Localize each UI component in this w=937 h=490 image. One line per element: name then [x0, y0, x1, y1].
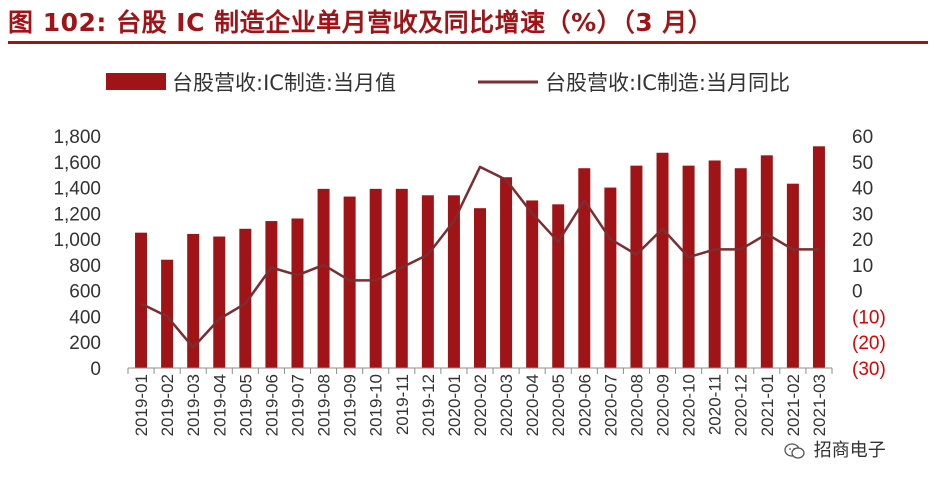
legend: 台股营收:IC制造:当月值 台股营收:IC制造:当月同比 [106, 71, 790, 95]
watermark: 招商电子 [784, 436, 886, 462]
y-left-tick-label: 1,800 [53, 127, 101, 148]
x-tick-label: 2020-06 [575, 374, 594, 436]
bar [421, 195, 434, 368]
bar [526, 200, 539, 368]
x-tick-label: 2020-12 [732, 374, 751, 436]
x-tick-label: 2019-12 [419, 374, 438, 436]
x-tick-label: 2019-05 [236, 374, 255, 436]
y-left-tick-label: 1,000 [53, 230, 101, 251]
x-tick-label: 2020-10 [680, 374, 699, 436]
bar [187, 233, 200, 368]
legend-bar-label: 台股营收:IC制造:当月值 [172, 71, 396, 95]
bar [734, 168, 747, 368]
y-right-tick-label: 50 [852, 153, 873, 174]
x-tick-label: 2021-01 [758, 374, 777, 436]
bar [786, 183, 799, 368]
bar [656, 152, 669, 368]
plot-area: 02004006008001,0001,2001,4001,6001,800(3… [53, 127, 885, 436]
x-tick-label: 2020-08 [627, 374, 646, 436]
y-left-tick-label: 1,200 [53, 204, 101, 225]
x-tick-label: 2020-09 [654, 374, 673, 436]
y-right-tick-label: (30) [852, 359, 886, 380]
y-left-tick-label: 1,600 [53, 153, 101, 174]
y-left-tick-label: 600 [69, 282, 101, 303]
x-tick-label: 2019-11 [393, 374, 412, 435]
y-right-tick-label: (10) [852, 307, 886, 328]
x-tick-label: 2019-04 [210, 374, 229, 436]
x-tick-label: 2019-01 [132, 374, 151, 436]
x-tick-label: 2019-10 [367, 374, 386, 436]
bar [395, 188, 408, 368]
x-tick-label: 2019-07 [288, 374, 307, 436]
wechat-icon [784, 443, 805, 459]
watermark-text: 招商电子 [813, 440, 886, 461]
bar [369, 188, 382, 368]
bar [317, 188, 330, 368]
bar [604, 187, 617, 368]
y-left-tick-label: 0 [90, 359, 101, 380]
x-tick-label: 2020-04 [523, 374, 542, 436]
bar [708, 160, 721, 368]
bar [682, 165, 695, 368]
x-tick-label: 2020-07 [601, 374, 620, 436]
x-tick-label: 2020-03 [497, 374, 516, 436]
x-tick-label: 2019-09 [341, 374, 360, 436]
y-right-tick-label: 10 [852, 256, 873, 277]
bar [500, 177, 513, 368]
bar [343, 196, 356, 368]
y-right-tick-label: 30 [852, 204, 873, 225]
x-tick-label: 2021-03 [810, 374, 829, 436]
x-tick-label: 2019-02 [158, 374, 177, 436]
chart-title: 图 102: 台股 IC 制造企业单月营收及同比增速（%）（3 月） [8, 8, 714, 37]
bar [630, 165, 643, 368]
y-left-tick-label: 1,400 [53, 179, 101, 200]
y-right-tick-label: (20) [852, 333, 886, 354]
bar [291, 218, 304, 368]
bar [265, 221, 278, 368]
title-rule [8, 41, 928, 44]
x-tick-label: 2019-08 [315, 374, 334, 436]
legend-bar-swatch [106, 73, 166, 90]
x-tick-label: 2020-11 [706, 374, 725, 435]
y-left-tick-label: 400 [69, 307, 101, 328]
legend-line-label: 台股营收:IC制造:当月同比 [545, 71, 790, 95]
bar [135, 232, 148, 368]
bar [474, 208, 486, 368]
y-left-tick-label: 800 [69, 256, 101, 277]
y-right-tick-label: 20 [852, 230, 873, 251]
bar [552, 204, 565, 368]
x-tick-label: 2021-02 [784, 374, 803, 436]
x-tick-label: 2020-01 [445, 374, 464, 436]
bar [812, 146, 825, 368]
y-left-tick-label: 200 [69, 333, 101, 354]
x-tick-label: 2019-06 [262, 374, 281, 436]
bar [447, 195, 460, 368]
x-tick-label: 2020-02 [471, 374, 490, 436]
bar [161, 259, 174, 368]
y-right-tick-label: 60 [852, 127, 873, 148]
x-tick-label: 2019-03 [184, 374, 203, 436]
bar [213, 236, 226, 368]
y-right-tick-label: 0 [852, 282, 863, 303]
x-tick-label: 2020-05 [549, 374, 568, 436]
bar [760, 155, 773, 368]
y-right-tick-label: 40 [852, 179, 873, 200]
bar [578, 168, 591, 368]
bar [239, 228, 252, 368]
